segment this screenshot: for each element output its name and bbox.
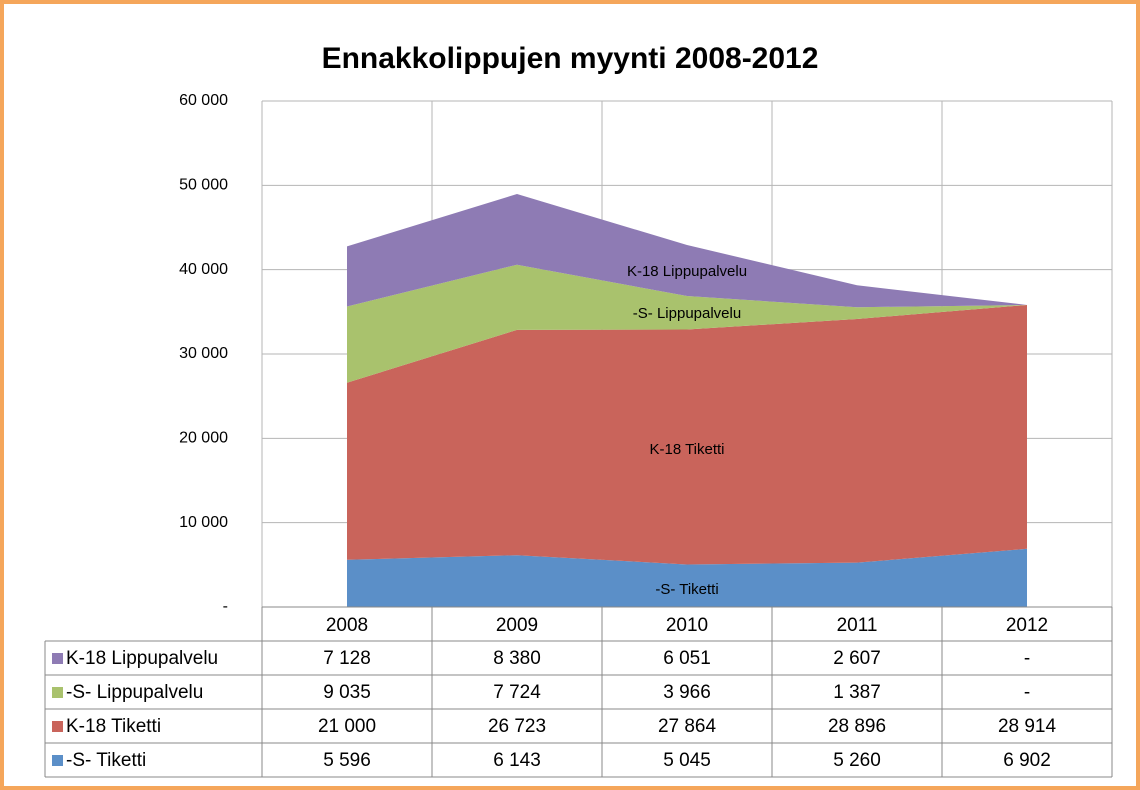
- table-value: 28 896: [828, 716, 886, 737]
- table-value: 5 045: [663, 750, 711, 771]
- table-value: 9 035: [323, 682, 371, 703]
- area: [347, 304, 1027, 565]
- legend-swatch: [52, 653, 63, 664]
- area: [347, 548, 1027, 607]
- table-value: -: [1024, 648, 1030, 669]
- area-label: K-18 Lippupalvelu: [627, 263, 747, 280]
- table-value: 2 607: [833, 648, 881, 669]
- area: [347, 264, 1027, 383]
- area-label: -S- Tiketti: [655, 581, 718, 598]
- legend-label: K-18 Tiketti: [66, 716, 161, 737]
- x-tick-label: 2010: [666, 615, 708, 636]
- y-tick-label: 10 000: [179, 514, 228, 531]
- table-value: 21 000: [318, 716, 376, 737]
- area-label: K-18 Tiketti: [649, 441, 724, 458]
- x-tick-label: 2012: [1006, 615, 1048, 636]
- y-tick-label: 20 000: [179, 430, 228, 447]
- table-value: 26 723: [488, 716, 546, 737]
- table-value: 6 143: [493, 750, 541, 771]
- legend-label: -S- Tiketti: [66, 750, 146, 771]
- table-value: 1 387: [833, 682, 881, 703]
- legend-swatch: [52, 687, 63, 698]
- x-tick-label: 2011: [837, 615, 878, 636]
- legend-label: K-18 Lippupalvelu: [66, 648, 218, 669]
- x-tick-label: 2008: [326, 615, 368, 636]
- area-label: -S- Lippupalvelu: [633, 305, 741, 322]
- table-value: 5 260: [833, 750, 881, 771]
- y-tick-label: 40 000: [179, 261, 228, 278]
- table-value: 3 966: [663, 682, 711, 703]
- chart-title: Ennakkolippujen myynti 2008-2012: [322, 42, 819, 75]
- legend-swatch: [52, 721, 63, 732]
- table-value: 6 051: [663, 648, 711, 669]
- y-tick-label: 30 000: [179, 345, 228, 362]
- x-tick-label: 2009: [496, 615, 538, 636]
- table-value: 28 914: [998, 716, 1057, 737]
- legend-label: -S- Lippupalvelu: [66, 682, 203, 703]
- table-value: -: [1024, 682, 1030, 703]
- legend-swatch: [52, 755, 63, 766]
- table-value: 7 724: [493, 682, 541, 703]
- area: [347, 194, 1027, 308]
- table-value: 7 128: [323, 648, 371, 669]
- table-value: 27 864: [658, 716, 717, 737]
- table-value: 6 902: [1003, 750, 1051, 771]
- y-tick-label: 50 000: [179, 177, 228, 194]
- table-value: 5 596: [323, 750, 371, 771]
- table-value: 8 380: [493, 648, 541, 669]
- y-tick-label: 60 000: [179, 92, 228, 109]
- y-tick-label: -: [223, 598, 228, 615]
